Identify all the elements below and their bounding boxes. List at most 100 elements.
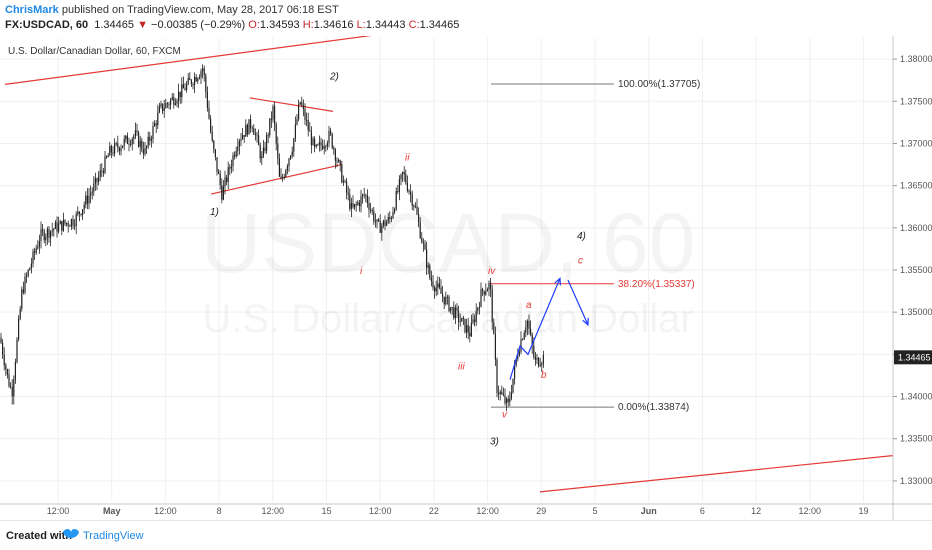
- candle-body: [502, 394, 504, 396]
- candle-body: [123, 139, 125, 146]
- candle-body: [213, 140, 215, 150]
- candle-body: [206, 91, 208, 108]
- symbol-label[interactable]: FX:USDCAD, 60: [5, 19, 89, 31]
- candle-body: [482, 289, 484, 292]
- price-tick-label: 1.34000: [900, 392, 932, 402]
- candle-body: [330, 130, 332, 134]
- candle-body: [357, 202, 359, 205]
- candle-body: [30, 263, 32, 268]
- candle-body: [288, 158, 290, 167]
- time-tick-label: 19: [858, 506, 868, 516]
- price-tick-label: 1.35500: [900, 265, 932, 275]
- tradingview-brand[interactable]: TradingView: [83, 530, 144, 542]
- author-link[interactable]: ChrisMark: [5, 4, 59, 16]
- candle-body: [522, 339, 524, 341]
- candle-body: [469, 332, 471, 337]
- candle-body: [475, 310, 477, 322]
- candle-body: [426, 249, 428, 268]
- price-axis[interactable]: 1.330001.335001.340001.345001.350001.355…: [893, 54, 932, 486]
- candle-body: [486, 289, 488, 292]
- candle-body: [315, 144, 317, 147]
- candle-body: [166, 103, 168, 105]
- candle-body: [363, 194, 365, 196]
- candle-body: [250, 119, 252, 128]
- candle-body: [93, 183, 95, 192]
- last-price: 1.34465: [94, 19, 135, 31]
- fib-level-label: 38.20%(1.35337): [618, 279, 695, 290]
- time-tick-label: 6: [700, 506, 705, 516]
- candle-body: [515, 359, 517, 365]
- ohlc-low: 1.34443: [365, 19, 406, 31]
- price-chart[interactable]: USDCAD, 60 U.S. Dollar/Canadian Dollar U…: [0, 36, 932, 520]
- candle-body: [406, 182, 408, 191]
- price-tick-label: 1.37000: [900, 138, 932, 148]
- candle-body: [422, 242, 424, 244]
- candle-body: [179, 91, 181, 98]
- candle-body: [470, 322, 472, 337]
- watermark-name: U.S. Dollar/Canadian Dollar: [202, 297, 693, 341]
- candle-body: [282, 177, 284, 179]
- candle-body: [531, 334, 533, 346]
- candle-body: [10, 386, 12, 388]
- candle-body: [106, 156, 108, 158]
- candle-body: [261, 156, 263, 159]
- candle-body: [110, 146, 112, 153]
- candle-body: [126, 135, 128, 144]
- candle-body: [147, 136, 149, 147]
- wave-label-primary: 2): [329, 71, 339, 82]
- candle-body: [403, 172, 405, 174]
- candle-body: [312, 138, 314, 146]
- candle-body: [173, 97, 175, 105]
- candle-body: [538, 357, 540, 367]
- ohlc-high: 1.34616: [313, 19, 354, 31]
- candle-body: [437, 283, 439, 288]
- candle-body: [299, 102, 301, 105]
- candle-body: [182, 84, 184, 89]
- fibonacci-levels: 100.00%(1.37705) 38.20%(1.35337) 0.00%(1.3…: [491, 79, 700, 413]
- candle-body: [86, 195, 88, 204]
- candle-body: [323, 146, 325, 149]
- candle-body: [304, 108, 306, 121]
- candle-body: [160, 103, 162, 107]
- candle-body: [21, 289, 23, 309]
- candle-body: [454, 307, 456, 319]
- candle-body: [350, 203, 352, 209]
- candle-body: [243, 135, 245, 137]
- candle-body: [170, 99, 172, 105]
- time-tick-label: 12:00: [262, 506, 285, 516]
- candle-body: [424, 243, 426, 250]
- time-tick-label: 12:00: [476, 506, 499, 516]
- candle-body: [51, 229, 53, 232]
- candle-body: [8, 374, 10, 387]
- candle-body: [186, 84, 188, 91]
- candle-body: [296, 119, 298, 125]
- candle-body: [373, 211, 375, 222]
- candle-body: [203, 68, 205, 76]
- candle-body: [40, 229, 42, 242]
- candle-body: [67, 223, 69, 226]
- candle-body: [195, 77, 197, 82]
- chart-area[interactable]: USDCAD, 60 U.S. Dollar/Canadian Dollar U…: [0, 36, 932, 520]
- candle-body: [336, 160, 338, 162]
- price-change: −0.00385 (−0.29%): [151, 19, 246, 31]
- candle-body: [83, 204, 85, 210]
- candle-body: [222, 186, 224, 200]
- grid: [0, 38, 893, 502]
- candle-body: [317, 144, 319, 146]
- candle-body: [139, 140, 141, 147]
- candle-body: [346, 181, 348, 193]
- time-axis[interactable]: 12:00 May 12:00 8 12:00 15 12:00 22 12:00 29 5 Jun 6…: [47, 506, 869, 516]
- candle-body: [98, 176, 100, 182]
- candle-body: [514, 364, 516, 379]
- candle-body: [510, 392, 512, 399]
- candle-body: [85, 195, 87, 205]
- candle-body: [467, 325, 469, 333]
- candle-body: [48, 228, 50, 238]
- candle-body: [42, 229, 44, 232]
- candle-body: [533, 345, 535, 357]
- candle-body: [512, 378, 514, 393]
- candle-body: [474, 319, 476, 322]
- candle-body: [251, 127, 253, 129]
- candles: [0, 64, 544, 412]
